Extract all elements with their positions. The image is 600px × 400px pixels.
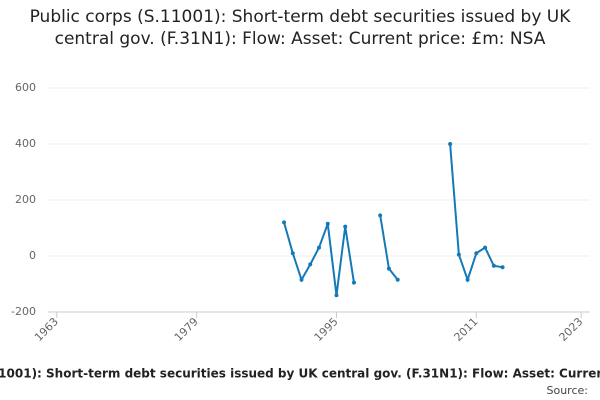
point — [317, 245, 321, 250]
point — [290, 251, 295, 256]
point — [395, 277, 400, 282]
point — [351, 280, 356, 285]
x-tick-label: 1995 — [312, 315, 341, 344]
line — [283, 222, 355, 296]
line — [449, 143, 503, 283]
point — [386, 266, 391, 271]
point — [308, 262, 313, 267]
source: Source: — [547, 384, 589, 397]
point — [325, 221, 330, 226]
y-tick-label: 400 — [15, 137, 36, 150]
point — [299, 277, 304, 282]
y-tick-label: -200 — [11, 305, 36, 318]
chart-title: Public corps (S.11001): Short-term debt … — [29, 7, 571, 49]
x-tick-label: 2011 — [452, 315, 481, 344]
point — [500, 265, 505, 270]
point — [282, 220, 287, 225]
y-tick-label: 600 — [15, 81, 36, 94]
x-tick-label: 1963 — [32, 315, 61, 344]
x-tick-label: 2023 — [557, 315, 586, 344]
point — [448, 142, 453, 146]
point — [483, 245, 488, 250]
point — [343, 224, 348, 229]
y-tick-label: 0 — [29, 249, 36, 262]
x-tick-label: 1979 — [172, 315, 201, 344]
point — [474, 251, 479, 256]
point — [456, 252, 461, 257]
x-axis-label: Public corps (S.11001): Short-term debt … — [0, 367, 600, 381]
point — [491, 263, 496, 268]
point — [334, 293, 339, 298]
point — [378, 213, 383, 218]
point — [465, 277, 470, 282]
y-tick-label: 200 — [15, 193, 36, 206]
